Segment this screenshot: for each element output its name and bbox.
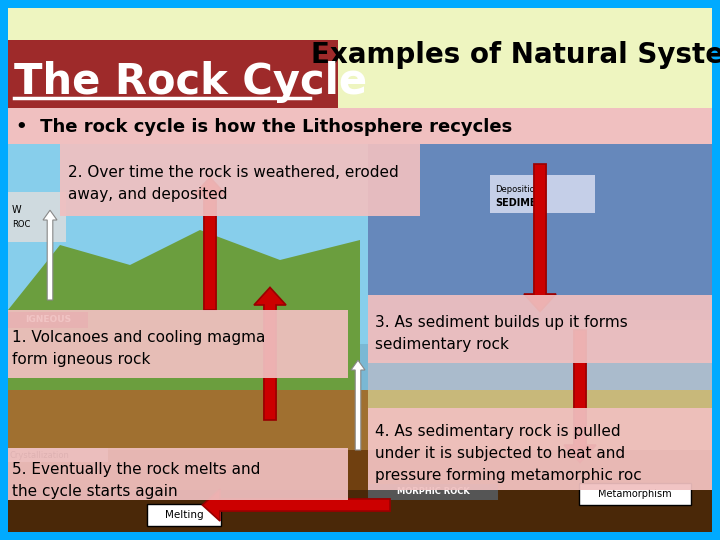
Bar [8,108,712,144]
Bar [368,450,712,532]
Bar [368,484,498,500]
Text: Examples of Natural Systems: Examples of Natural Systems [311,41,720,69]
Bar [8,144,368,344]
Bar [368,295,712,363]
Bar [8,192,66,242]
Text: 1. Volcanoes and cooling magma
form igneous rock: 1. Volcanoes and cooling magma form igne… [12,330,266,367]
FancyArrow shape [254,287,286,420]
Bar [368,144,712,394]
Text: Deposition: Deposition [495,185,540,194]
Text: W: W [12,205,22,215]
Bar [368,390,712,450]
Bar [368,320,712,360]
Text: Metamorphism: Metamorphism [598,489,672,499]
FancyArrow shape [43,210,57,300]
Bar [60,144,420,216]
Bar [8,310,348,378]
Text: Crystallization: Crystallization [10,450,70,460]
FancyArrow shape [564,330,596,463]
Bar [368,408,712,490]
Bar [490,175,595,213]
Text: SEDIMEN: SEDIMEN [495,198,544,208]
Bar [8,448,108,462]
Bar [8,390,368,480]
Polygon shape [8,230,360,390]
Bar [8,40,338,108]
Bar [8,450,368,532]
FancyBboxPatch shape [147,504,221,526]
Bar [8,490,712,532]
Bar [8,312,88,328]
Bar [8,448,348,500]
FancyArrow shape [202,489,390,521]
Text: IGNEOUS: IGNEOUS [25,315,71,325]
Text: 2. Over time the rock is weathered, eroded
away, and deposited: 2. Over time the rock is weathered, erod… [68,165,399,202]
Text: The Rock Cycle: The Rock Cycle [14,61,367,103]
Text: MORPHIC ROCK: MORPHIC ROCK [397,488,469,496]
Text: ROC: ROC [12,220,30,229]
FancyBboxPatch shape [579,483,691,505]
Bar [8,144,712,532]
Text: 3. As sediment builds up it forms
sedimentary rock: 3. As sediment builds up it forms sedime… [375,315,628,352]
FancyArrow shape [351,360,365,450]
Text: 4. As sedimentary rock is pulled
under it is subjected to heat and
pressure form: 4. As sedimentary rock is pulled under i… [375,424,642,483]
Text: •  The rock cycle is how the Lithosphere recycles: • The rock cycle is how the Lithosphere … [16,118,512,136]
FancyArrow shape [524,164,556,312]
Bar [368,360,712,390]
Text: Melting: Melting [165,510,203,520]
Text: 5. Eventually the rock melts and
the cycle starts again: 5. Eventually the rock melts and the cyc… [12,462,261,499]
FancyArrow shape [194,178,226,310]
